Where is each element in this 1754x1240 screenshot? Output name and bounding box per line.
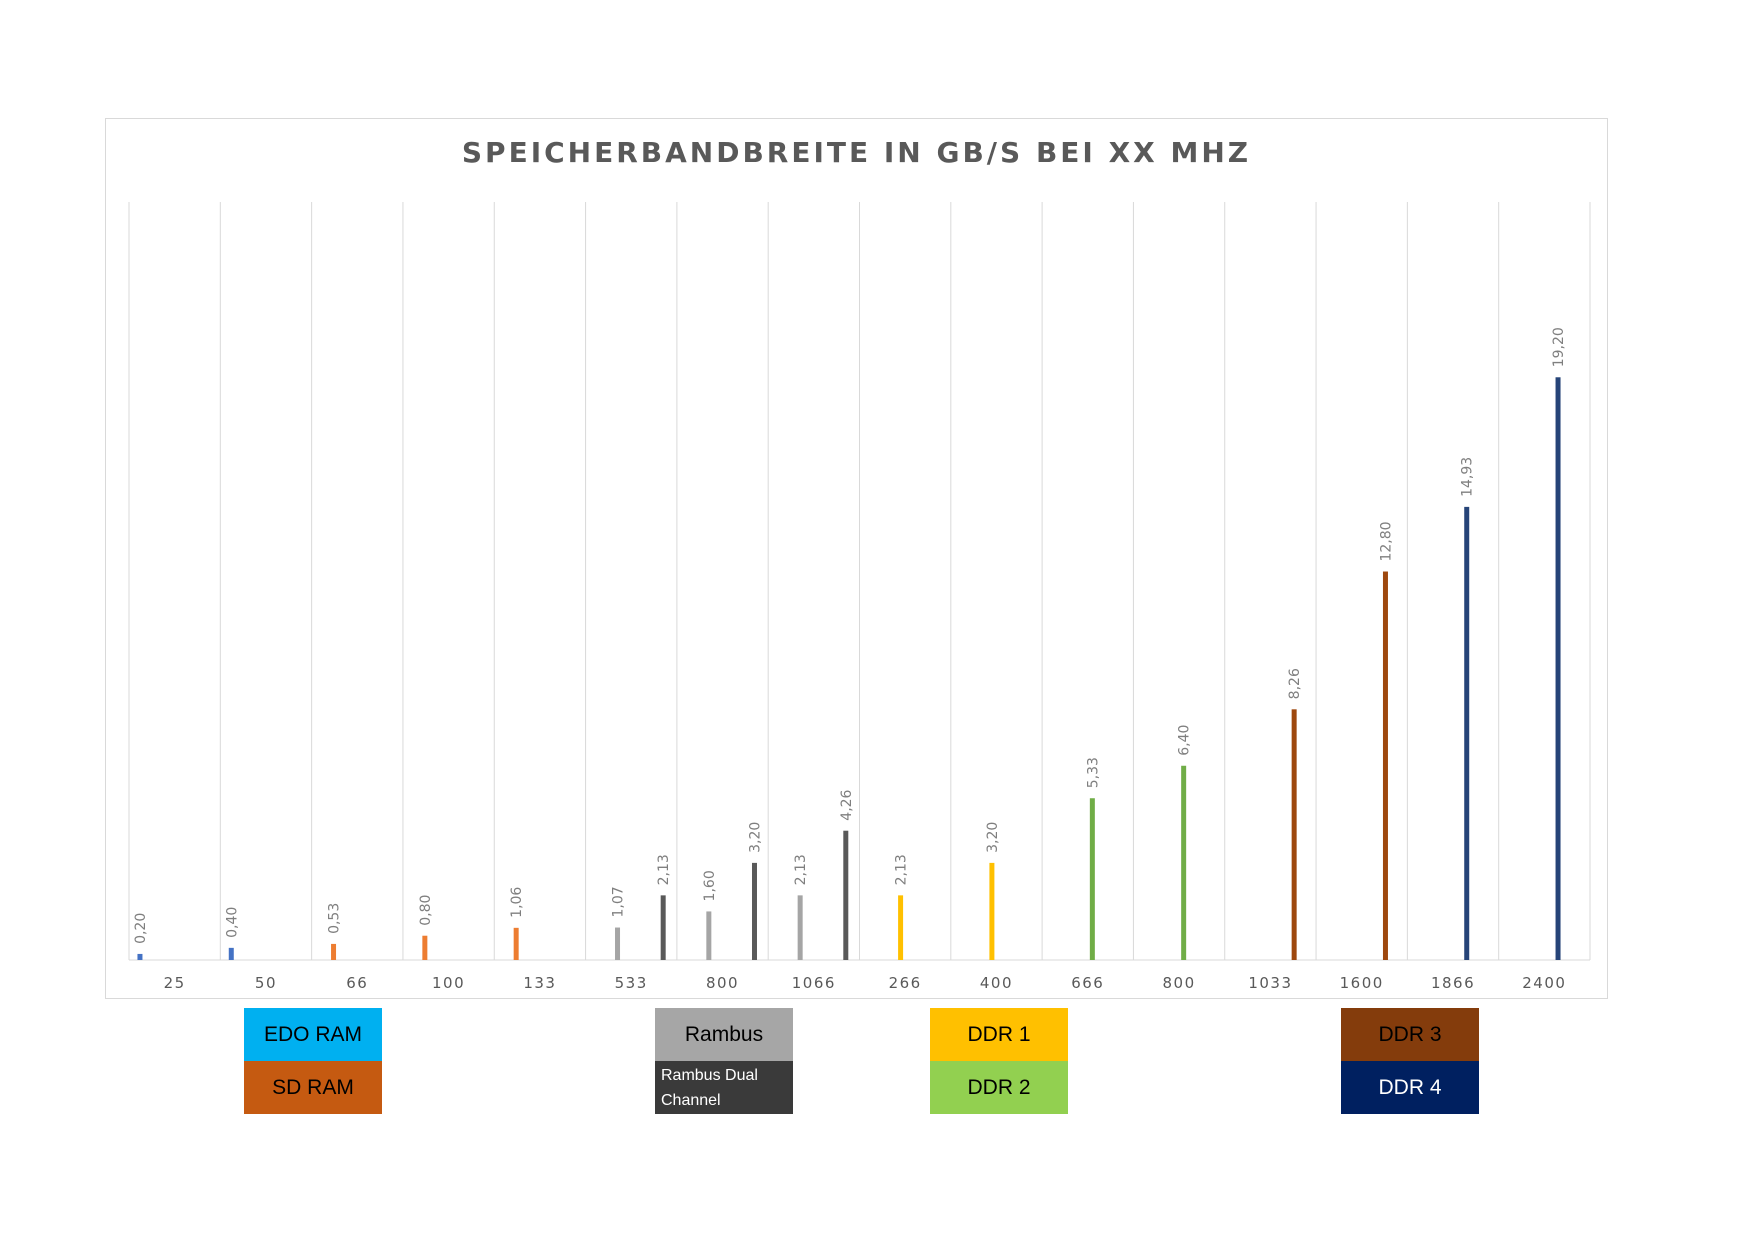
- x-tick-label: 400: [980, 974, 1013, 992]
- data-label: 14,93: [1460, 457, 1476, 497]
- data-label: 8,26: [1287, 668, 1303, 699]
- bar-ddr-2: [1089, 798, 1095, 960]
- legend-ddr1: DDR 1: [930, 1008, 1068, 1061]
- bar-ddr-3: [1382, 571, 1388, 960]
- legend-edo-ram: EDO RAM: [244, 1008, 382, 1061]
- bar-rambus: [706, 911, 712, 960]
- legend-rambus: Rambus: [655, 1008, 793, 1061]
- chart-frame: [105, 118, 1608, 999]
- legend-ddr3: DDR 3: [1341, 1008, 1479, 1061]
- bar-ddr-1: [989, 862, 995, 960]
- x-tick-label: 800: [1163, 974, 1196, 992]
- bar-ddr-4: [1555, 377, 1561, 960]
- x-tick-label: 25: [164, 974, 186, 992]
- x-tick-label: 666: [1071, 974, 1104, 992]
- data-label: 0,40: [224, 907, 240, 938]
- data-label: 3,20: [747, 822, 763, 853]
- data-label: 12,80: [1378, 521, 1394, 561]
- bar-rambus-dual-channel: [751, 862, 757, 960]
- data-label: 2,13: [656, 854, 672, 885]
- data-label: 3,20: [985, 822, 1001, 853]
- x-tick-label: 50: [255, 974, 277, 992]
- data-label: 5,33: [1085, 757, 1101, 788]
- x-tick-label: 1066: [792, 974, 836, 992]
- x-tick-label: 1600: [1340, 974, 1384, 992]
- bar-edo-ram: [137, 953, 143, 960]
- data-label: 1,60: [702, 870, 718, 901]
- data-label: 2,13: [793, 854, 809, 885]
- data-label: 19,20: [1551, 327, 1567, 367]
- data-label: 6,40: [1177, 725, 1193, 756]
- bar-rambus-dual-channel: [843, 830, 849, 960]
- x-tick-label: 133: [523, 974, 556, 992]
- x-tick-label: 66: [346, 974, 368, 992]
- x-tick-label: 266: [889, 974, 922, 992]
- x-tick-label: 1866: [1431, 974, 1475, 992]
- legend-sd-ram: SD RAM: [244, 1061, 382, 1114]
- bar-rambus: [797, 895, 803, 960]
- legend-ddr2: DDR 2: [930, 1061, 1068, 1114]
- bar-ddr-4: [1464, 506, 1470, 960]
- data-label: 4,26: [839, 789, 855, 820]
- bar-rambus-dual-channel: [660, 895, 666, 960]
- data-label: 1,07: [611, 886, 627, 917]
- bar-ddr-1: [898, 895, 904, 960]
- x-tick-label: 1033: [1248, 974, 1292, 992]
- bar-edo-ram: [228, 947, 234, 960]
- bar-ddr-2: [1181, 765, 1187, 960]
- legend-ddr4: DDR 4: [1341, 1061, 1479, 1114]
- x-tick-label: 100: [432, 974, 465, 992]
- chart-title: SPEICHERBANDBREITE IN GB/S BEI XX MHZ: [461, 136, 1252, 169]
- data-label: 1,06: [509, 887, 525, 918]
- legend-rambus-dual-channel: Rambus Dual Channel: [655, 1061, 793, 1114]
- x-tick-label: 800: [706, 974, 739, 992]
- bar-sd-ram: [513, 927, 519, 960]
- bar-ddr-3: [1291, 709, 1297, 960]
- data-label: 0,20: [133, 913, 149, 944]
- bar-sd-ram: [331, 943, 337, 960]
- bar-sd-ram: [422, 935, 428, 960]
- data-label: 0,53: [327, 903, 343, 934]
- x-tick-label: 2400: [1522, 974, 1566, 992]
- data-label: 2,13: [894, 854, 910, 885]
- bar-rambus: [615, 927, 621, 960]
- data-label: 0,80: [418, 895, 434, 926]
- x-tick-label: 533: [615, 974, 648, 992]
